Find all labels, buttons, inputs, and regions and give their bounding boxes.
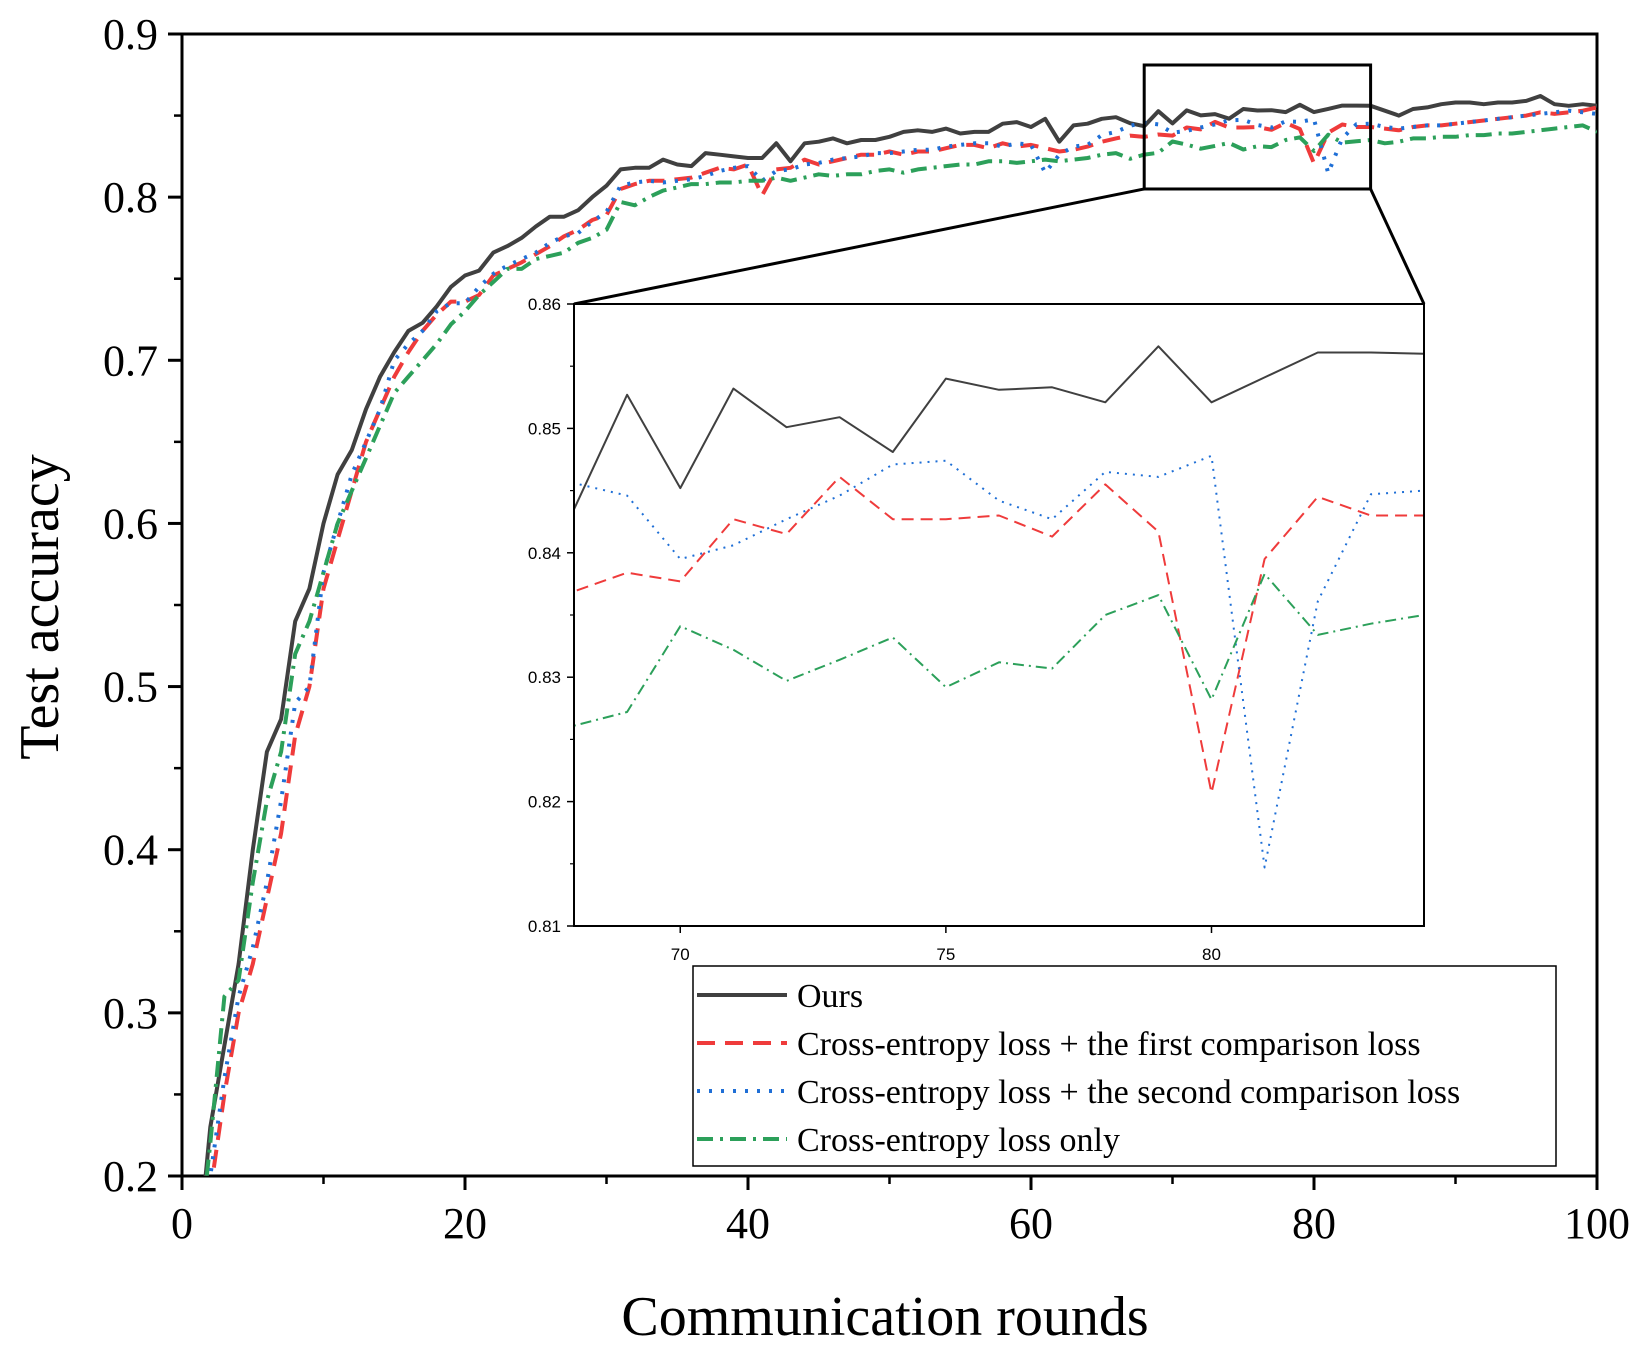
inset-x-tick-label: 80: [1202, 945, 1221, 964]
inset-y-tick-label: 0.82: [528, 793, 561, 812]
legend-label-3: Cross-entropy loss only: [797, 1122, 1120, 1159]
series-line-0: [203, 94, 1597, 1176]
x-tick-label: 80: [1292, 1199, 1336, 1248]
inset-x-tick-label: 75: [936, 945, 955, 964]
x-tick-label: 40: [726, 1199, 770, 1248]
zoom-indicator: [573, 63, 1426, 306]
inset-series-lines: [574, 345, 1424, 869]
legend-label-2: Cross-entropy loss + the second comparis…: [797, 1074, 1460, 1111]
inset-series-line-2: [574, 454, 1424, 869]
legend-label-0: Ours: [797, 978, 863, 1015]
inset-x-tick-label: 70: [671, 945, 690, 964]
y-tick-label: 0.8: [103, 173, 158, 222]
y-tick-label: 0.5: [103, 663, 158, 712]
inset-series-line-0: [574, 345, 1424, 511]
y-axis-label: Test accuracy: [9, 454, 71, 759]
x-axis-label: Communication rounds: [621, 1286, 1148, 1348]
y-tick-label: 0.4: [103, 826, 158, 875]
inset-y-tick-label: 0.84: [528, 544, 561, 563]
legend-box: [692, 965, 1557, 1167]
inset-chart: 70 75 80 0.81 0.82 0.83 0.84 0.85 0.86: [528, 295, 1425, 964]
inset-y-tick-label: 0.86: [528, 295, 561, 314]
inset-y-tick-label: 0.83: [528, 668, 561, 687]
y-tick-label: 0.3: [103, 989, 158, 1038]
series-line-2: [208, 108, 1597, 1176]
y-tick-label: 0.7: [103, 336, 158, 385]
zoom-box: [1142, 63, 1373, 191]
x-tick-label: 20: [443, 1199, 487, 1248]
inset-series-line-1: [574, 475, 1424, 794]
main-series-lines: [203, 94, 1597, 1176]
series-line-3: [204, 123, 1597, 1176]
zoom-connector-right: [1369, 188, 1426, 305]
inset-series-line-3: [574, 572, 1424, 727]
zoom-connector-left: [573, 187, 1145, 306]
x-tick-label: 100: [1564, 1199, 1630, 1248]
legend-label-1: Cross-entropy loss + the first compariso…: [797, 1026, 1421, 1063]
inset-y-tick-label: 0.85: [528, 419, 561, 438]
x-tick-label: 60: [1009, 1199, 1053, 1248]
y-tick-label: 0.2: [103, 1152, 158, 1201]
legend: Ours Cross-entropy loss + the first compa…: [692, 965, 1557, 1167]
main-axes: 0 20 40 60 80 100 0.2 0.3 0.4 0.5 0.6 0.7 0.8 0.9: [103, 10, 1630, 1248]
y-tick-label: 0.6: [103, 499, 158, 548]
x-tick-label: 0: [171, 1199, 193, 1248]
y-tick-label: 0.9: [103, 10, 158, 59]
inset-background: [574, 304, 1424, 926]
inset-y-tick-label: 0.81: [528, 917, 561, 936]
